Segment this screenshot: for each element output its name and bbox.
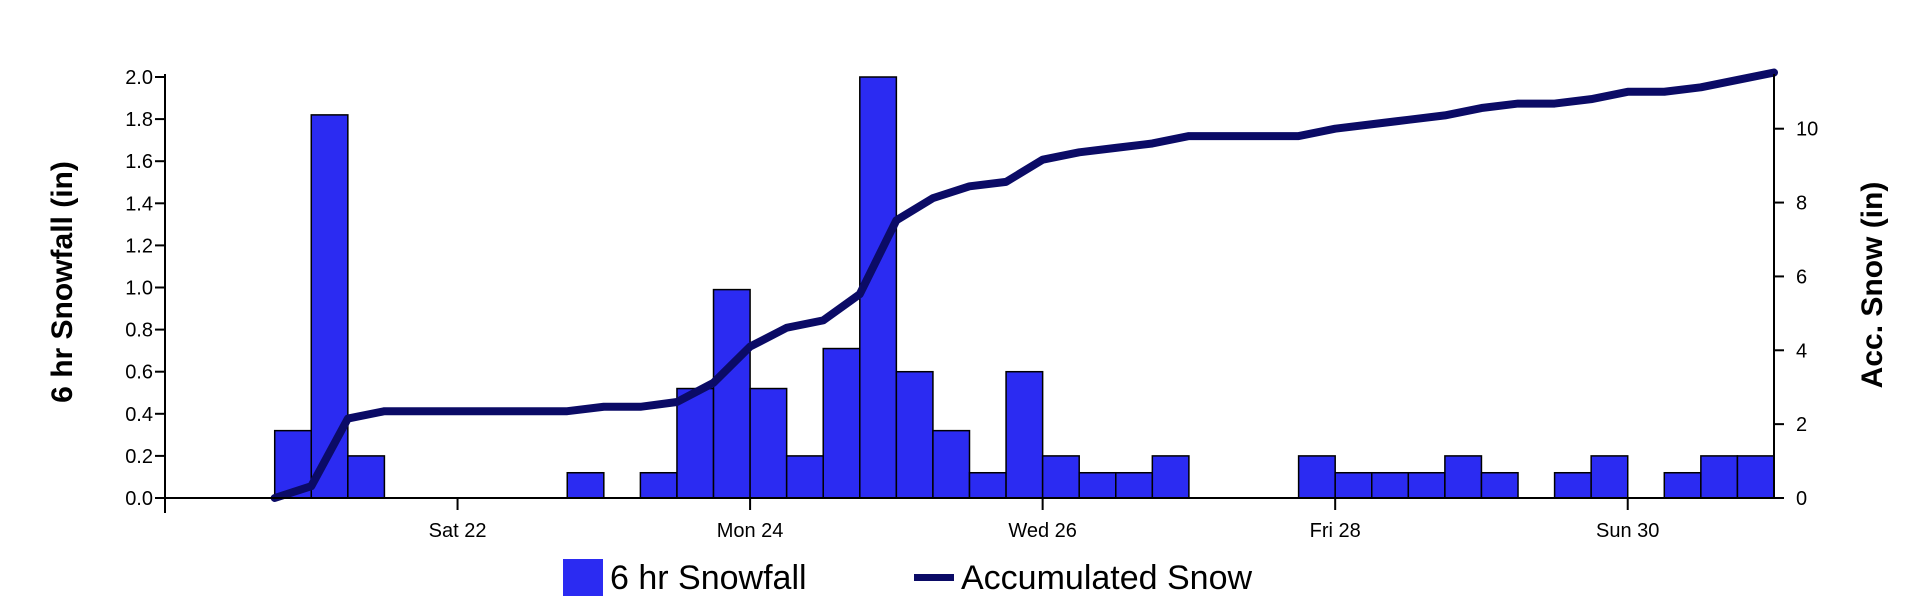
y-left-tick-label: 0.6: [125, 362, 153, 384]
y-left-tick-label: 1.2: [125, 235, 153, 257]
y-left-tick-label: 0.4: [125, 404, 153, 426]
bar-snowfall: [712, 288, 751, 499]
bar-snowfall: [1371, 471, 1410, 499]
bar-snowfall: [347, 455, 386, 499]
bar-snowfall: [639, 471, 678, 499]
bar-snowfall: [1480, 471, 1519, 499]
y-left-tick-label: 1.0: [125, 278, 153, 300]
y-right-tick-label: 6: [1796, 266, 1807, 288]
bar-snowfall: [1151, 455, 1190, 499]
bar-snowfall: [273, 429, 313, 499]
bar-snowfall: [1407, 471, 1446, 499]
bar-snowfall: [676, 387, 715, 499]
bar-snowfall: [1700, 455, 1739, 499]
y-left-tick-label: 1.8: [125, 109, 153, 131]
x-tick-label: Sat 22: [429, 520, 487, 542]
bar-snowfall: [1553, 471, 1592, 499]
bar-snowfall: [1590, 455, 1629, 499]
x-tick-label: Sun 30: [1596, 520, 1659, 542]
x-tick-label: Mon 24: [717, 520, 784, 542]
bar-snowfall: [566, 471, 605, 499]
bar-snowfall: [968, 471, 1007, 499]
legend-label-accumulated: Accumulated Snow: [961, 559, 1252, 597]
bar-snowfall: [1041, 455, 1080, 499]
y-right-axis-title: Acc. Snow (in): [1856, 182, 1889, 389]
bar-snowfall: [1334, 471, 1373, 499]
accumulated-line-layer: [270, 68, 1778, 502]
bar-snowfall: [1663, 471, 1702, 499]
bar-snowfall: [1005, 370, 1044, 499]
y-right-tick-label: 0: [1796, 488, 1807, 510]
bar-snowfall: [1115, 471, 1154, 499]
legend: 6 hr Snowfall Accumulated Snow: [563, 559, 1252, 597]
bar-snowfall: [310, 114, 349, 499]
bar-snowfall: [895, 370, 934, 499]
bar-snowfall: [932, 429, 971, 499]
y-left-tick-label: 1.4: [125, 193, 153, 215]
legend-swatch-snowfall: [563, 559, 603, 596]
axes: 0.0 0.2 0.4 0.6 0.8 1.0 1.2 1.4 1.6 1.8 2.0 0 2 4 6 8 10…: [125, 67, 1818, 542]
y-left-tick-label: 0.0: [125, 488, 153, 510]
bar-snowfall: [1297, 455, 1336, 499]
bar-snowfall: [822, 347, 861, 499]
bar-snowfall: [1736, 455, 1775, 499]
bar-snowfall: [785, 455, 824, 499]
y-left-tick-label: 2.0: [125, 67, 153, 89]
bar-snowfall: [749, 387, 788, 499]
x-tick-label: Wed 26: [1008, 520, 1077, 542]
legend-label-snowfall: 6 hr Snowfall: [610, 559, 807, 597]
x-tick-label: Fri 28: [1310, 520, 1361, 542]
y-left-axis-title: 6 hr Snowfall (in): [46, 161, 79, 403]
line-accumulated-snow: [270, 68, 1778, 502]
legend-swatch-accumulated: [914, 574, 954, 581]
snowfall-bars: [273, 76, 1775, 499]
y-left-tick-label: 0.8: [125, 320, 153, 342]
bar-snowfall: [1078, 471, 1117, 499]
y-left-tick-label: 1.6: [125, 151, 153, 173]
bar-snowfall: [1444, 455, 1483, 499]
y-right-tick-label: 2: [1796, 414, 1807, 436]
y-right-tick-label: 8: [1796, 193, 1807, 215]
y-right-tick-label: 10: [1796, 119, 1818, 141]
y-left-tick-label: 0.2: [125, 446, 153, 468]
y-right-tick-label: 4: [1796, 340, 1807, 362]
